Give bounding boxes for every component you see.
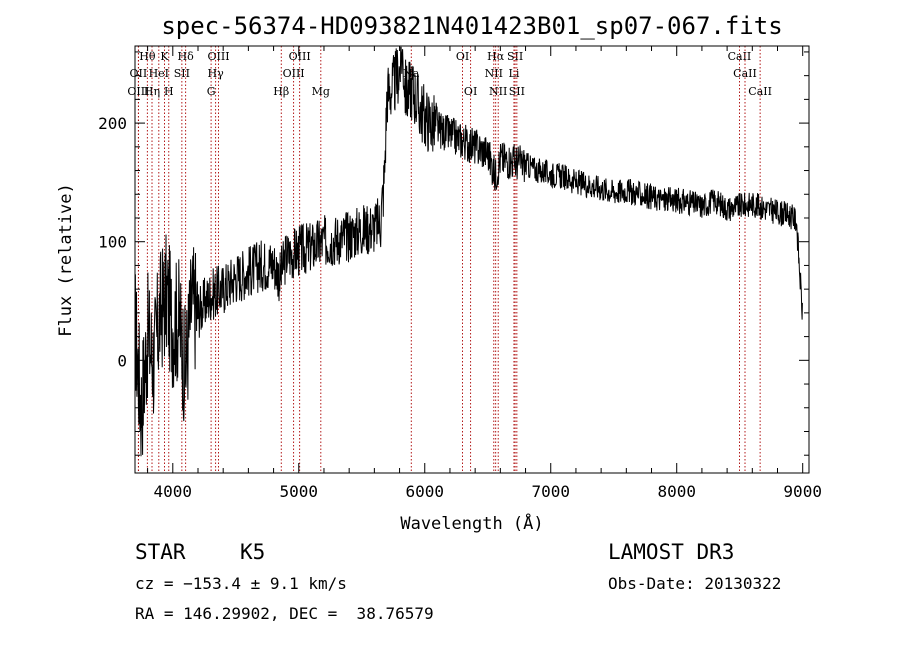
spectral-line-label: HeI — [149, 67, 169, 80]
spectral-line-label: Hα — [487, 50, 505, 63]
spectral-line-label: Mg — [312, 85, 330, 98]
spectral-line-label: SII — [174, 67, 190, 80]
x-tick-label: 9000 — [783, 482, 822, 501]
y-tick-label: 100 — [98, 233, 127, 252]
spectral-line-label: CaII — [728, 50, 752, 63]
spectral-line-label: OII — [130, 67, 148, 80]
x-tick-label: 8000 — [657, 482, 696, 501]
spectral-line-label: Li — [509, 67, 520, 80]
observation-date: Obs-Date: 20130322 — [608, 574, 782, 593]
y-tick-label: 0 — [117, 351, 127, 370]
object-type: STAR — [135, 540, 186, 564]
spectral-line-label: CaII — [748, 85, 772, 98]
spectral-line-label: H — [164, 85, 174, 98]
spectral-line-label: OIII — [283, 67, 305, 80]
spectral-line-label: OI — [456, 50, 469, 63]
chart-title: spec-56374-HD093821N401423B01_sp07-067.f… — [161, 12, 782, 40]
spectral-line-label: OIII — [127, 85, 149, 98]
x-tick-label: 7000 — [531, 482, 570, 501]
spectral-line-label: OI — [464, 85, 477, 98]
y-tick-label: 200 — [98, 114, 127, 133]
spectral-line-label: OIII — [289, 50, 311, 63]
survey-name: LAMOST DR3 — [608, 540, 735, 564]
spectrum-line — [134, 46, 803, 457]
coordinates: RA = 146.29902, DEC = 38.76579 — [135, 604, 434, 623]
spectral-line-label: NII — [485, 67, 503, 80]
subclass: K5 — [240, 540, 266, 564]
spectral-line-label: G — [207, 85, 216, 98]
spectral-line-label: Hθ — [139, 50, 156, 63]
spectral-line-label: SII — [509, 85, 525, 98]
spectral-line-label: NII — [489, 85, 507, 98]
spectral-line-label: K — [160, 50, 169, 63]
x-tick-label: 6000 — [405, 482, 444, 501]
x-axis-label: Wavelength (Å) — [400, 512, 543, 534]
spectral-line-label: Hβ — [273, 85, 289, 98]
spectral-line-label: Hδ — [178, 50, 195, 63]
spectral-line-label: SII — [507, 50, 523, 63]
redshift-velocity: cz = −153.4 ± 9.1 km/s — [135, 574, 347, 593]
spectral-line-label: OIII — [207, 50, 229, 63]
spectral-line-label: Hη — [144, 85, 160, 98]
spectral-line-label: CaII — [733, 67, 757, 80]
axis-ticks: 4000 5000 6000 7000 8000 9000 0 100 200 — [98, 46, 822, 501]
y-axis-label: Flux (relative) — [56, 183, 76, 337]
spectral-line-label: Hγ — [208, 67, 225, 80]
x-tick-label: 5000 — [280, 482, 319, 501]
plot-frame — [134, 45, 810, 474]
x-tick-label: 4000 — [154, 482, 193, 501]
